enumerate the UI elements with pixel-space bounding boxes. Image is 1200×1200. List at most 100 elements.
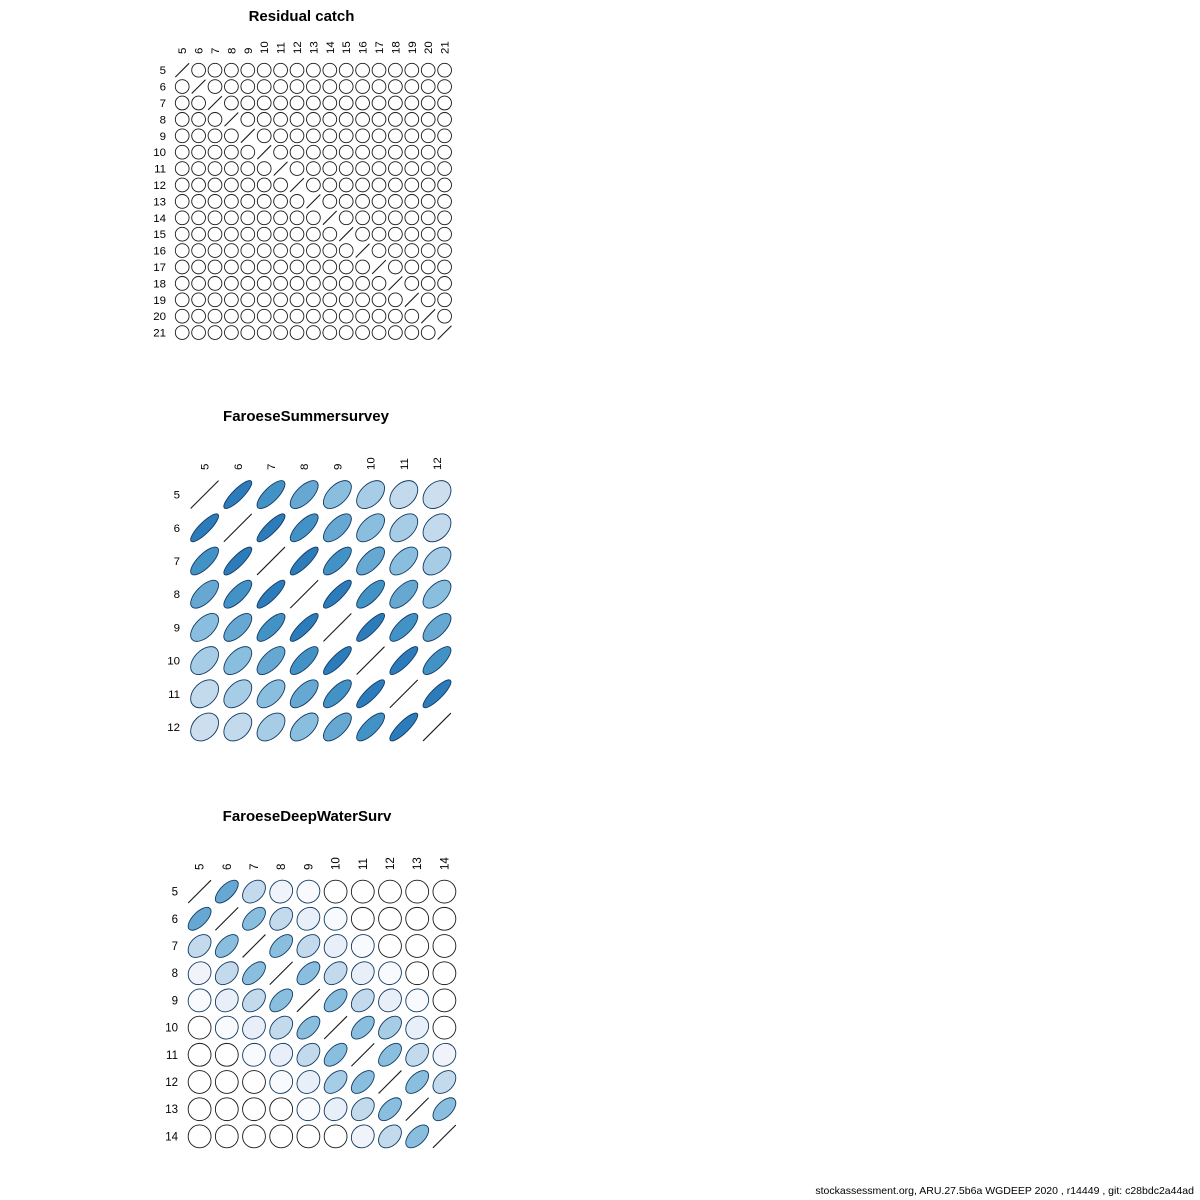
corr-zero-circle — [240, 194, 256, 209]
corr-zero-circle — [437, 194, 452, 209]
corr-zero-circle — [273, 226, 288, 242]
corr-ellipse — [269, 879, 294, 904]
corr-zero-circle — [191, 210, 206, 226]
corr-zero-circle — [355, 259, 370, 275]
corr-zero-circle — [355, 128, 370, 144]
corr-zero-circle — [388, 177, 403, 193]
y-tick-label: 7 — [174, 556, 180, 568]
corr-zero-circle — [388, 161, 403, 176]
corr-zero-circle — [256, 194, 272, 209]
corr-ellipse — [296, 879, 321, 904]
corr-zero-circle — [207, 259, 223, 275]
corr-ellipse — [405, 1015, 430, 1040]
corr-ellipse — [323, 712, 352, 742]
corr-zero-circle — [432, 1015, 457, 1040]
corr-zero-circle — [256, 243, 272, 258]
corr-ellipse — [289, 679, 319, 709]
corr-zero-circle — [191, 259, 206, 275]
corr-zero-circle — [224, 325, 239, 340]
corr-zero-circle — [289, 112, 305, 127]
y-tick-label: 5 — [174, 490, 180, 502]
corr-zero-circle — [289, 259, 305, 275]
panel-title-residual-catch: Residual catch — [248, 8, 355, 25]
corr-zero-circle — [371, 226, 387, 242]
corr-zero-circle — [338, 308, 354, 324]
corr-zero-circle — [371, 128, 387, 144]
corr-zero-circle — [269, 1124, 294, 1149]
corr-zero-circle — [273, 79, 288, 94]
corr-zero-circle — [404, 325, 420, 340]
corr-zero-circle — [289, 144, 305, 160]
corr-zero-circle — [214, 1097, 239, 1122]
corr-zero-circle — [256, 95, 272, 111]
corr-zero-circle — [289, 210, 305, 226]
corr-ellipse — [242, 906, 266, 931]
corr-zero-circle — [338, 210, 354, 226]
corr-ellipse — [432, 1042, 457, 1067]
corr-zero-circle — [174, 259, 190, 275]
corr-zero-circle — [404, 194, 420, 209]
corr-zero-circle — [289, 276, 305, 291]
corr-ellipse — [422, 579, 452, 609]
corr-zero-circle — [191, 128, 206, 144]
corr-zero-circle — [355, 308, 370, 324]
corr-zero-circle — [224, 276, 239, 291]
corr-zero-circle — [306, 161, 321, 176]
x-tick-label: 15 — [341, 41, 353, 54]
corr-zero-circle — [256, 259, 272, 275]
corr-zero-circle — [191, 144, 206, 160]
y-tick-label: 12 — [153, 180, 166, 192]
corr-zero-circle — [207, 243, 223, 258]
corr-zero-circle — [338, 325, 354, 340]
corr-zero-circle — [404, 243, 420, 258]
corr-zero-circle — [242, 1097, 266, 1122]
corr-zero-circle — [388, 210, 403, 226]
x-tick-label: 12 — [432, 457, 444, 470]
corr-zero-circle — [437, 226, 452, 242]
x-tick-label: 10 — [259, 41, 271, 54]
y-tick-label: 5 — [172, 887, 178, 899]
corr-ellipse — [422, 480, 452, 509]
corr-zero-circle — [207, 210, 223, 226]
corr-ellipse — [190, 579, 219, 609]
corr-zero-circle — [269, 1097, 294, 1122]
corr-zero-circle — [322, 62, 338, 78]
corr-ellipse — [190, 613, 219, 642]
corr-ellipse — [190, 513, 219, 543]
x-tick-label: 13 — [412, 857, 424, 870]
corr-ellipse — [289, 712, 319, 742]
corr-zero-circle — [273, 144, 288, 160]
corr-zero-circle — [437, 112, 452, 127]
corr-zero-circle — [240, 79, 256, 94]
corr-zero-circle — [420, 177, 436, 193]
corr-ellipse — [323, 579, 352, 609]
corr-ellipse — [323, 480, 352, 509]
corr-diagonal-line — [174, 62, 190, 78]
corr-ellipse — [187, 906, 212, 931]
corr-ellipse — [242, 1015, 266, 1040]
corr-zero-circle — [240, 161, 256, 176]
corr-ellipse — [405, 1124, 430, 1149]
corr-ellipse — [356, 480, 385, 509]
corr-zero-circle — [207, 226, 223, 242]
corr-ellipse — [296, 1070, 321, 1094]
corr-zero-circle — [338, 177, 354, 193]
corr-zero-circle — [371, 308, 387, 324]
corr-diagonal-line — [322, 210, 338, 226]
corr-zero-circle — [322, 194, 338, 209]
y-tick-label: 19 — [153, 295, 166, 307]
corr-zero-circle — [174, 276, 190, 291]
corr-diagonal-line — [437, 325, 452, 340]
x-tick-label: 9 — [332, 464, 344, 470]
corr-zero-circle — [420, 112, 436, 127]
corr-zero-circle — [404, 276, 420, 291]
corr-zero-circle — [191, 161, 206, 176]
x-tick-label: 19 — [407, 41, 419, 54]
x-tick-label: 8 — [299, 464, 311, 470]
corr-zero-circle — [322, 243, 338, 258]
x-tick-label: 9 — [303, 864, 315, 870]
corr-zero-circle — [432, 934, 457, 958]
corr-zero-circle — [207, 308, 223, 324]
corr-ellipse — [242, 988, 266, 1013]
corr-ellipse — [256, 613, 286, 642]
